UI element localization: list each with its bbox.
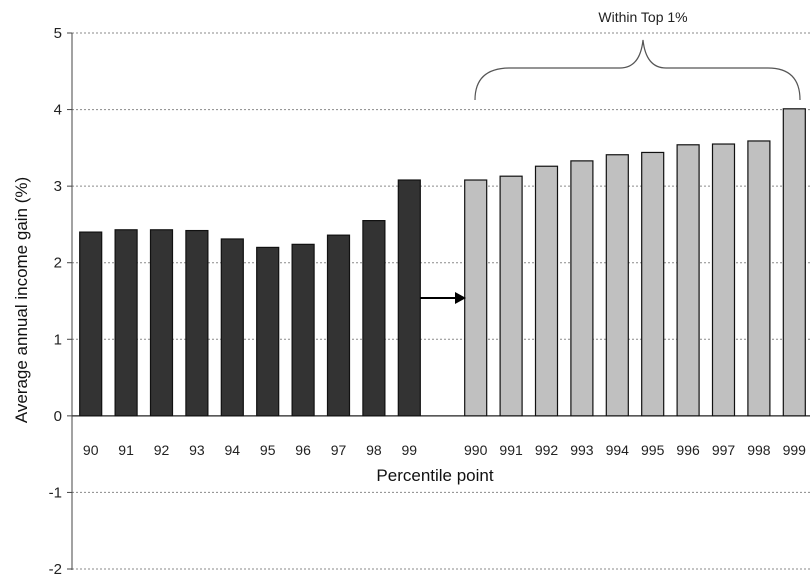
y-tick-label: 0 [54, 408, 62, 425]
x-tick-label: 997 [712, 442, 736, 458]
bar-within-top-1-percent-997 [711, 143, 736, 417]
bar-within-top-1-percent-991 [499, 175, 523, 417]
curly-brace [474, 39, 801, 101]
x-tick-label: 96 [295, 442, 311, 458]
x-tick-label: 97 [331, 442, 347, 458]
bar-within-top-1-percent-990 [464, 179, 488, 417]
y-tick-label: -1 [49, 484, 62, 501]
y-tick-label: 5 [54, 25, 62, 42]
x-tick-label: 98 [366, 442, 382, 458]
bars [79, 108, 806, 417]
bar-top-decile-93 [185, 229, 209, 417]
x-tick-label: 994 [606, 442, 630, 458]
x-tick-label: 992 [535, 442, 559, 458]
x-tick-label: 995 [641, 442, 665, 458]
bar-within-top-1-percent-996 [676, 144, 700, 417]
bar-within-top-1-percent-995 [641, 151, 665, 417]
y-tick-label: 2 [54, 255, 62, 272]
bar-within-top-1-percent-992 [534, 165, 559, 417]
bar-top-decile-95 [256, 246, 280, 417]
bar-top-decile-96 [291, 243, 315, 417]
bar-top-decile-97 [326, 234, 351, 417]
bar-within-top-1-percent-993 [570, 160, 594, 417]
bar-within-top-1-percent-994 [605, 154, 629, 417]
x-axis-title: Percentile point [376, 466, 493, 485]
y-tick-label: -2 [49, 561, 62, 576]
x-tick-label: 94 [225, 442, 241, 458]
x-tick-label: 93 [189, 442, 205, 458]
y-axis-ticks: -2 -1 0 1 2 3 4 5 [49, 25, 72, 576]
x-tick-label: 90 [83, 442, 99, 458]
x-tick-label: 998 [747, 442, 771, 458]
bar-top-decile-91 [114, 229, 138, 417]
x-tick-label: 993 [570, 442, 594, 458]
y-tick-label: 3 [54, 178, 62, 195]
bar-top-decile-99 [397, 179, 421, 417]
x-tick-label: 991 [499, 442, 523, 458]
x-tick-label: 91 [118, 442, 134, 458]
x-tick-label: 99 [402, 442, 418, 458]
x-tick-label: 95 [260, 442, 276, 458]
y-tick-label: 4 [54, 102, 62, 119]
x-tick-label: 92 [154, 442, 170, 458]
bar-top-decile-90 [79, 231, 103, 417]
bar-within-top-1-percent-998 [747, 140, 771, 417]
bar-top-decile-94 [220, 238, 244, 417]
bar-top-decile-92 [149, 229, 174, 417]
bar-within-top-1-percent-999 [782, 108, 806, 417]
arrow-icon [420, 292, 466, 304]
x-tick-label: 999 [783, 442, 807, 458]
x-tick-label: 996 [676, 442, 700, 458]
y-axis-title: Average annual income gain (%) [12, 177, 31, 423]
x-tick-label: 990 [464, 442, 488, 458]
x-axis-ticks: 90 91 92 93 94 95 96 97 98 99 990 991 992 993 994 995 99… [83, 442, 806, 458]
brace-label: Within Top 1% [598, 9, 687, 25]
bar-top-decile-98 [362, 220, 386, 417]
y-tick-label: 1 [54, 331, 62, 348]
